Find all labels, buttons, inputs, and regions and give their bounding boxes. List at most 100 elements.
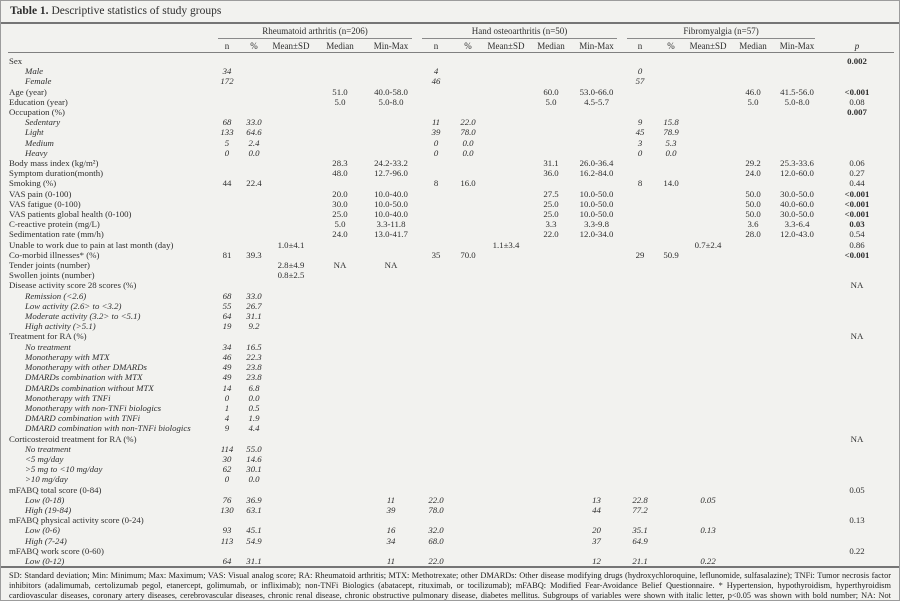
cell-ra-n: 0 (224, 392, 230, 403)
cell-ra-pct: 30.1 (246, 464, 262, 475)
cell-hoa-pct (455, 536, 481, 546)
cell-hoa-meansd (481, 536, 531, 546)
table-row: Moderate activity (3.2> to <5.1) 64 31.1 (8, 311, 894, 321)
row-label: >5 mg to <10 mg/day (25, 464, 103, 475)
label-subheader (8, 39, 213, 53)
cell-fm-pct (658, 311, 684, 321)
cell-hoa-n (417, 372, 455, 382)
cell-hoa-median (531, 321, 571, 331)
cell-hoa-meansd (481, 178, 531, 188)
cell-hoa-minmax (571, 250, 622, 260)
cell-ra-n: 5 (224, 137, 230, 148)
cell-p-value (820, 393, 894, 403)
cell-ra-pct (241, 229, 267, 239)
cell-fm-n (622, 444, 658, 454)
cell-fm-meansd (684, 76, 732, 86)
table-row: C-reactive protein (mg/L) 5.0 3.3-11.8 3.3 3… (8, 219, 894, 229)
table-number: Table 1. (10, 5, 49, 17)
cell-hoa-minmax: 20 (592, 525, 601, 536)
cell-hoa-meansd (481, 117, 531, 127)
cell-hoa-median (531, 240, 571, 250)
cell-fm-pct (658, 87, 684, 97)
subheader-ra-n: n (213, 39, 241, 53)
group-header-label: Hand osteoarthritis (n=50) (422, 26, 618, 39)
cell-fm-minmax (774, 372, 820, 382)
cell-hoa-n (417, 331, 455, 341)
cell-ra-minmax (365, 148, 417, 158)
cell-ra-minmax: 34 (386, 535, 396, 546)
cell-ra-meansd (267, 280, 315, 290)
cell-hoa-median (531, 393, 571, 403)
cell-p-value: 0.22 (849, 545, 865, 556)
cell-fm-median (732, 546, 774, 556)
table-row: Treatment for RA (%) NA (8, 331, 894, 341)
table-row: Co-morbid illnesses* (%) 81 39.3 35 70.0 29 50… (8, 250, 894, 260)
cell-hoa-minmax (571, 270, 622, 280)
cell-fm-pct (658, 66, 684, 76)
cell-fm-minmax (774, 413, 820, 423)
cell-hoa-pct (455, 525, 481, 535)
cell-ra-minmax (365, 444, 417, 454)
cell-hoa-n: 35 (431, 249, 441, 260)
table-row: Monotherapy with other DMARDs 49 23.8 (8, 362, 894, 372)
cell-hoa-pct (455, 270, 481, 280)
cell-ra-meansd: 0.8±2.5 (277, 270, 305, 281)
cell-ra-minmax: 11 (386, 494, 396, 505)
cell-hoa-minmax (571, 53, 622, 67)
cell-hoa-pct (455, 291, 481, 301)
cell-p-value (820, 403, 894, 413)
cell-hoa-n (417, 291, 455, 301)
cell-ra-n (213, 53, 241, 67)
subheader-hoa-pct: % (455, 39, 482, 53)
cell-fm-meansd (684, 219, 732, 229)
cell-ra-minmax (365, 485, 417, 495)
table-footnote: SD: Standard deviation; Min: Minimum; Ma… (9, 571, 891, 600)
cell-hoa-pct (455, 474, 481, 484)
cell-fm-pct: 50.9 (663, 249, 679, 260)
cell-p-value (820, 362, 894, 372)
cell-fm-meansd (684, 209, 732, 219)
cell-fm-n (622, 209, 658, 219)
cell-ra-meansd (267, 138, 315, 148)
cell-hoa-meansd (481, 148, 531, 158)
bottom-rule (1, 566, 899, 569)
cell-hoa-minmax: 53.0-66.0 (579, 86, 614, 97)
cell-hoa-meansd (481, 464, 531, 474)
cell-p-value: 0.13 (849, 515, 865, 526)
cell-ra-median (315, 495, 365, 505)
cell-hoa-minmax (571, 403, 622, 413)
cell-fm-pct (658, 464, 684, 474)
cell-ra-n: 0 (224, 147, 230, 158)
cell-fm-minmax (774, 76, 820, 86)
cell-ra-pct: 9.2 (248, 321, 260, 332)
cell-fm-n: 0 (637, 66, 643, 77)
cell-ra-pct: 0.0 (248, 474, 260, 485)
cell-hoa-pct (455, 301, 481, 311)
cell-hoa-pct (455, 107, 481, 117)
cell-fm-meansd (684, 362, 732, 372)
cell-fm-n: 0 (637, 147, 643, 158)
cell-fm-minmax (774, 474, 820, 484)
cell-ra-meansd (267, 505, 315, 515)
cell-hoa-median (531, 362, 571, 372)
cell-hoa-minmax (571, 301, 622, 311)
cell-ra-median (315, 434, 365, 444)
cell-hoa-minmax (571, 474, 622, 484)
cell-fm-meansd (684, 331, 732, 341)
cell-hoa-median (531, 311, 571, 321)
cell-ra-pct: 6.8 (248, 382, 260, 393)
row-label: DMARDs combination without MTX (25, 382, 154, 393)
cell-ra-meansd (267, 485, 315, 495)
cell-hoa-pct (455, 66, 481, 76)
row-label: Light (25, 127, 44, 138)
cell-fm-pct (658, 260, 684, 270)
cell-ra-median (315, 362, 365, 372)
cell-fm-minmax (774, 362, 820, 372)
cell-fm-minmax (774, 383, 820, 393)
cell-fm-median (732, 291, 774, 301)
cell-p-value (820, 76, 894, 86)
cell-ra-n: 4 (224, 413, 230, 424)
cell-ra-median (315, 383, 365, 393)
cell-hoa-pct (455, 76, 481, 86)
cell-p-value: NA (850, 433, 864, 444)
